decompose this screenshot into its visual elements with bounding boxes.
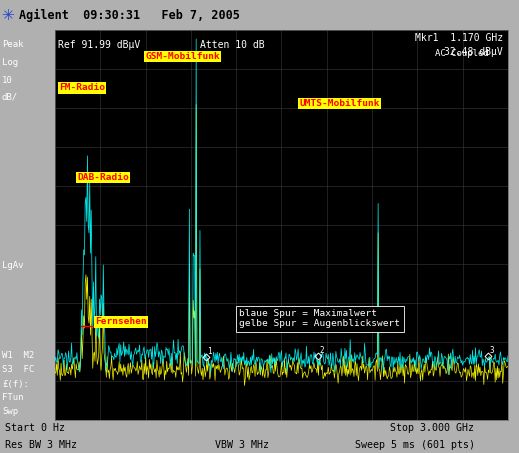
Text: blaue Spur = Maximalwert
gelbe Spur = Augenblickswert: blaue Spur = Maximalwert gelbe Spur = Au…	[239, 309, 400, 328]
Text: GSM-Mobilfunk: GSM-Mobilfunk	[146, 52, 221, 61]
Text: Start 0 Hz: Start 0 Hz	[5, 423, 65, 433]
Text: DAB-Radio: DAB-Radio	[77, 173, 129, 182]
Text: Res BW 3 MHz: Res BW 3 MHz	[5, 440, 77, 450]
Text: £(f):: £(f):	[2, 381, 29, 390]
Text: AC Coupled: AC Coupled	[434, 49, 488, 58]
Text: 10: 10	[2, 76, 13, 85]
Text: Agilent  09:30:31   Feb 7, 2005: Agilent 09:30:31 Feb 7, 2005	[19, 9, 240, 22]
Text: Log: Log	[2, 58, 18, 67]
Text: Swp: Swp	[2, 406, 18, 415]
Text: dB/: dB/	[2, 92, 18, 101]
Text: ✳: ✳	[2, 8, 15, 23]
Text: 2: 2	[319, 346, 324, 355]
Text: S3  FC: S3 FC	[2, 366, 34, 375]
Text: FM-Radio: FM-Radio	[59, 83, 105, 92]
Text: Fernsehen: Fernsehen	[95, 318, 147, 327]
Text: 1: 1	[208, 347, 212, 356]
Text: W1  M2: W1 M2	[2, 351, 34, 360]
Text: VBW 3 MHz: VBW 3 MHz	[215, 440, 269, 450]
Text: Stop 3.000 GHz: Stop 3.000 GHz	[390, 423, 474, 433]
Text: Peak: Peak	[2, 40, 23, 49]
Text: Ref 91.99 dBμV: Ref 91.99 dBμV	[58, 40, 140, 50]
Text: 3: 3	[490, 346, 495, 355]
Text: 32.48 dBμV: 32.48 dBμV	[444, 47, 503, 57]
Text: LgAv: LgAv	[2, 260, 23, 270]
Text: FTun: FTun	[2, 394, 23, 403]
Text: Sweep 5 ms (601 pts): Sweep 5 ms (601 pts)	[355, 440, 475, 450]
Text: Mkr1  1.170 GHz: Mkr1 1.170 GHz	[415, 33, 503, 43]
Text: UMTS-Mobilfunk: UMTS-Mobilfunk	[299, 99, 380, 108]
Text: Atten 10 dB: Atten 10 dB	[200, 40, 265, 50]
